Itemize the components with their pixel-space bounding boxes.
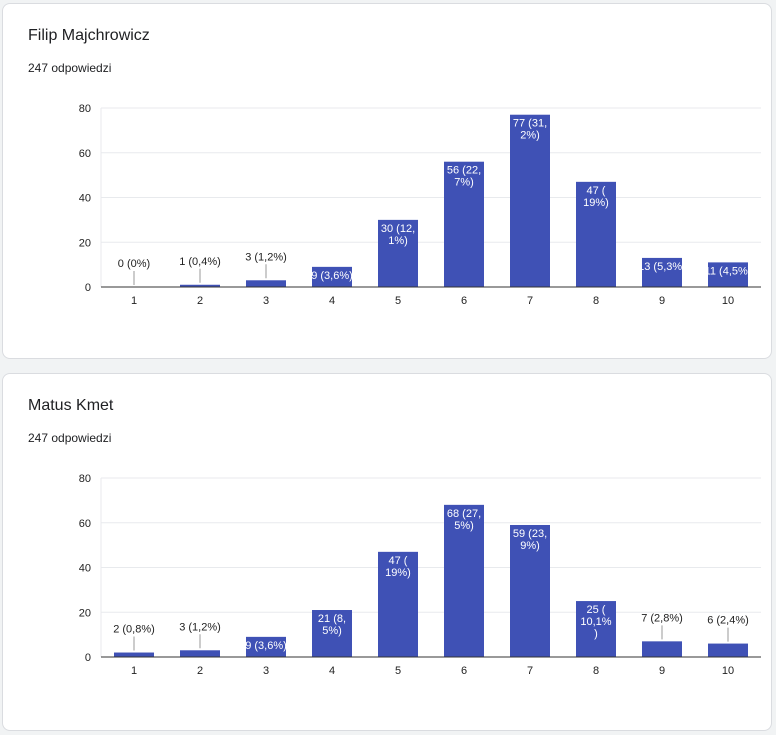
y-tick-label: 20 [79, 607, 91, 619]
y-tick-label: 60 [79, 148, 91, 160]
x-tick-label: 9 [659, 295, 665, 307]
data-label: 5%) [322, 625, 342, 637]
question-card: Filip Majchrowicz 247 odpowiedzi 0 20 40 60… [2, 3, 772, 359]
data-label: 9 (3,6%) [311, 270, 353, 282]
data-label: 13 (5,3%) [638, 261, 686, 273]
x-tick-label: 2 [197, 295, 203, 307]
question-title: Filip Majchrowicz [28, 27, 150, 44]
data-label: 0 (0%) [118, 258, 150, 270]
data-label: 7 (2,8%) [641, 612, 683, 624]
x-tick-label: 7 [527, 665, 533, 677]
data-label: 3 (1,2%) [179, 621, 221, 633]
x-tick-label: 4 [329, 295, 335, 307]
data-label: ) [594, 628, 598, 640]
x-tick-label: 10 [722, 295, 734, 307]
data-label: 3 (1,2%) [245, 251, 287, 263]
data-label: 77 (31, [513, 118, 547, 130]
x-tick-label: 4 [329, 665, 335, 677]
data-label: 19%) [385, 567, 411, 579]
data-label: 21 (8, [318, 613, 346, 625]
x-tick-label: 8 [593, 295, 599, 307]
data-label: 1%) [388, 235, 408, 247]
bar[interactable] [114, 652, 154, 657]
data-label: 56 (22, [447, 165, 481, 177]
bar[interactable] [312, 610, 352, 657]
y-tick-label: 0 [85, 652, 91, 664]
x-tick-label: 9 [659, 665, 665, 677]
bar[interactable] [246, 280, 286, 287]
x-tick-label: 5 [395, 665, 401, 677]
bar[interactable] [180, 650, 220, 657]
y-tick-label: 60 [79, 518, 91, 530]
y-tick-label: 20 [79, 237, 91, 249]
bar[interactable] [642, 641, 682, 657]
data-label: 25 ( [587, 604, 606, 616]
y-tick-label: 80 [79, 103, 91, 115]
x-tick-label: 2 [197, 665, 203, 677]
data-label: 19%) [583, 197, 609, 209]
data-label: 59 (23, [513, 528, 547, 540]
bar[interactable] [576, 181, 616, 287]
data-label: 6 (2,4%) [707, 615, 749, 627]
y-tick-label: 40 [79, 563, 91, 575]
bar[interactable] [180, 284, 220, 287]
y-tick-label: 0 [85, 282, 91, 294]
y-tick-label: 40 [79, 193, 91, 205]
bar[interactable] [708, 262, 748, 287]
bar[interactable] [444, 161, 484, 287]
bar[interactable] [246, 636, 286, 657]
bar[interactable] [642, 257, 682, 287]
bar[interactable] [708, 643, 748, 657]
x-tick-label: 8 [593, 665, 599, 677]
data-label: 47 ( [587, 185, 606, 197]
data-label: 5%) [454, 520, 474, 532]
data-label: 11 (4,5%) [705, 265, 752, 277]
x-tick-label: 10 [722, 665, 734, 677]
x-tick-label: 3 [263, 295, 269, 307]
x-tick-label: 1 [131, 295, 137, 307]
data-label: 1 (0,4%) [179, 256, 221, 268]
question-title: Matus Kmet [28, 397, 114, 414]
bar[interactable] [444, 504, 484, 657]
x-tick-label: 5 [395, 295, 401, 307]
bar[interactable] [576, 601, 616, 657]
bar-chart: 0 20 40 60 80 1 2 (0,8%) 2 3 (1,2%) 3 9 (3,6%) 4 21 … [79, 473, 761, 677]
response-count: 247 odpowiedzi [28, 431, 112, 445]
bar[interactable] [510, 524, 550, 657]
data-label: 47 ( [389, 555, 408, 567]
x-tick-label: 6 [461, 665, 467, 677]
data-label: 68 (27, [447, 508, 481, 520]
data-label: 9 (3,6%) [245, 640, 287, 652]
data-label: 10,1% [580, 616, 611, 628]
data-label: 30 (12, [381, 223, 415, 235]
data-label: 2 (0,8%) [113, 624, 155, 636]
bar[interactable] [378, 219, 418, 287]
y-tick-label: 80 [79, 473, 91, 485]
x-tick-label: 7 [527, 295, 533, 307]
data-label: 2%) [520, 130, 540, 142]
x-tick-label: 3 [263, 665, 269, 677]
x-tick-label: 6 [461, 295, 467, 307]
data-label: 7%) [454, 177, 474, 189]
bar[interactable] [378, 551, 418, 657]
x-tick-label: 1 [131, 665, 137, 677]
bar-chart: 0 20 40 60 80 1 0 (0%) 2 1 (0,4%) 3 3 (1,2%) 4 9 (3,… [79, 103, 761, 307]
bar[interactable] [312, 266, 352, 287]
question-card: Matus Kmet 247 odpowiedzi 0 20 40 60 80 1 2 (0… [2, 373, 772, 731]
bar[interactable] [510, 114, 550, 288]
response-count: 247 odpowiedzi [28, 61, 112, 75]
data-label: 9%) [520, 540, 540, 552]
